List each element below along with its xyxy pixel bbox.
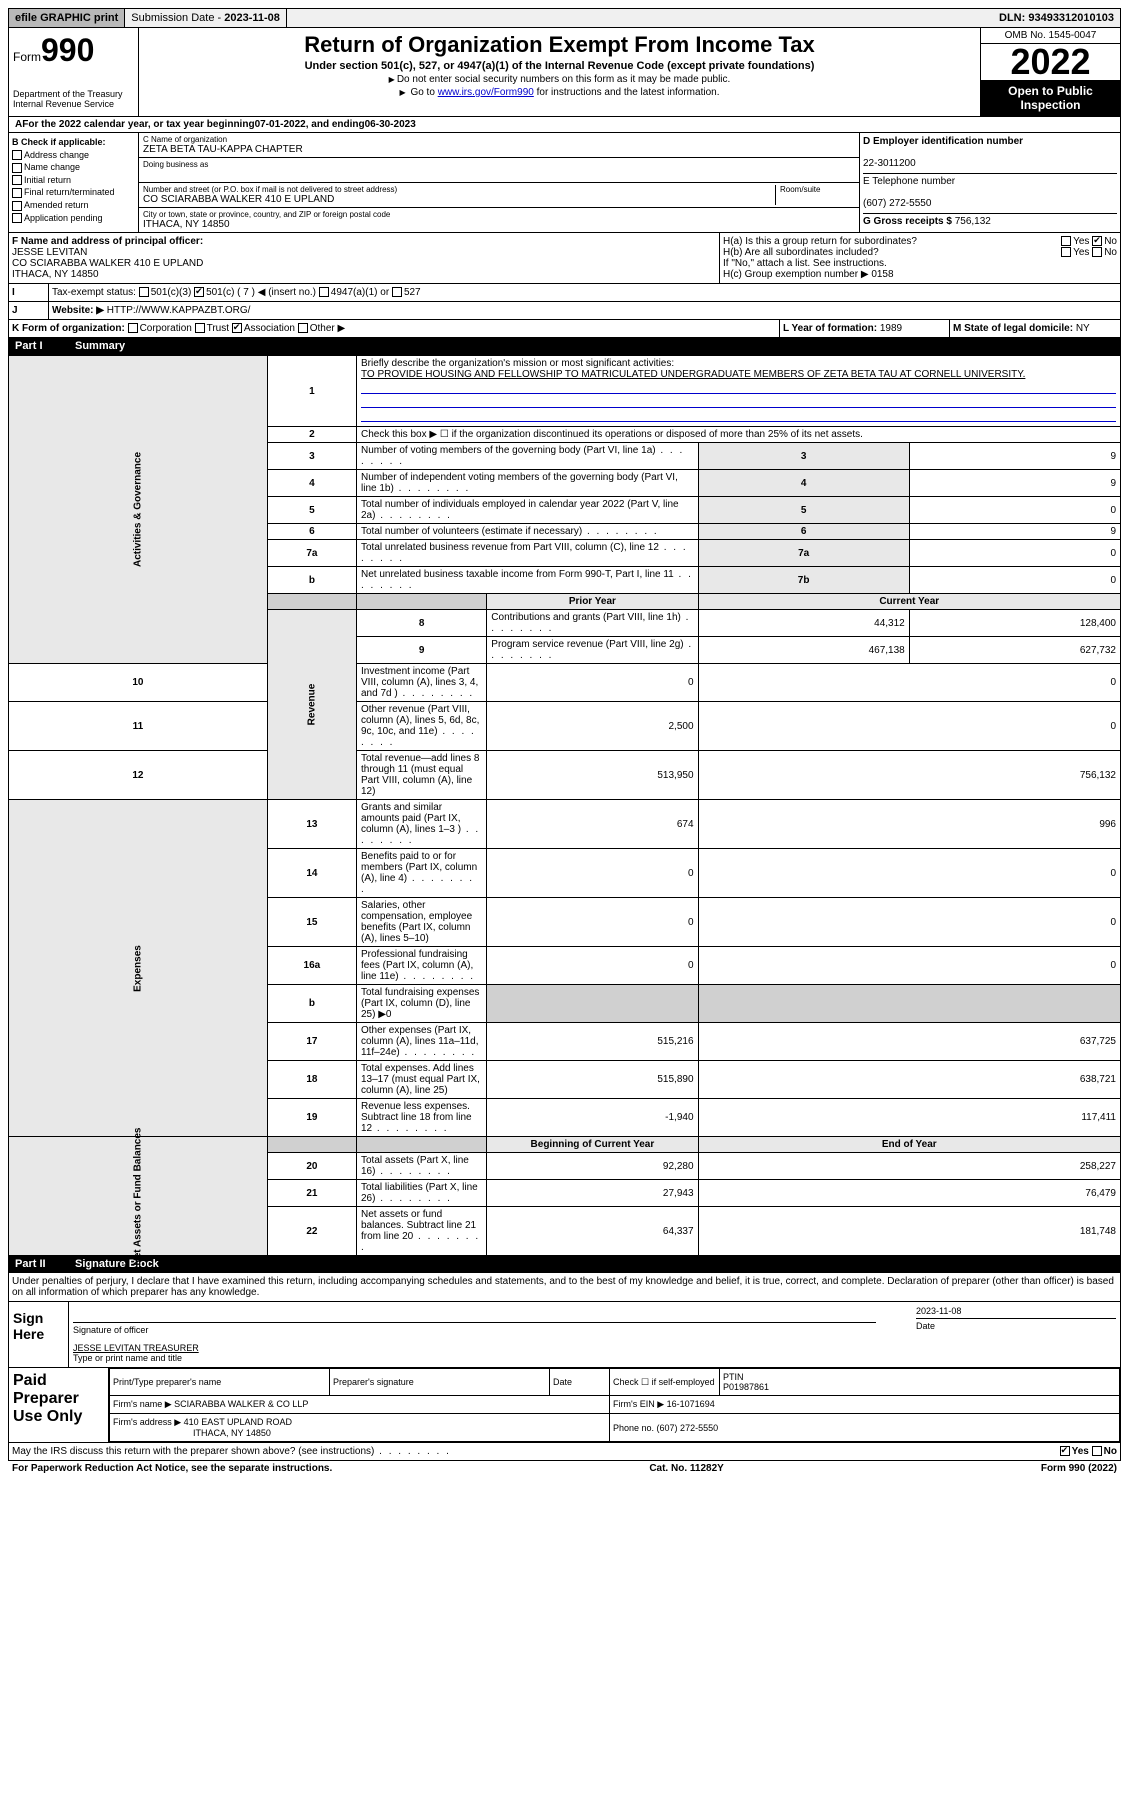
address-change-checkbox[interactable] bbox=[12, 150, 22, 160]
org-corp[interactable] bbox=[128, 323, 138, 333]
form-header: Form990 Department of the Treasury Inter… bbox=[8, 28, 1121, 117]
firm-ein: 16-1071694 bbox=[667, 1399, 715, 1409]
box-b: B Check if applicable: Address change Na… bbox=[9, 133, 139, 232]
status-501c3[interactable] bbox=[139, 287, 149, 297]
discuss-yes[interactable] bbox=[1060, 1446, 1070, 1456]
topbar: efile GRAPHIC print Submission Date - 20… bbox=[8, 8, 1121, 28]
group-return-no[interactable] bbox=[1092, 236, 1102, 246]
firm-name: SCIARABBA WALKER & CO LLP bbox=[174, 1399, 308, 1409]
name-change-checkbox[interactable] bbox=[12, 163, 22, 173]
page-footer: For Paperwork Reduction Act Notice, see … bbox=[8, 1461, 1121, 1476]
tax-exempt-status: Tax-exempt status: 501(c)(3) 501(c) ( 7 … bbox=[49, 284, 1120, 301]
instructions-link: Go to www.irs.gov/Form990 for instructio… bbox=[143, 87, 976, 98]
ein: D Employer identification number22-30112… bbox=[863, 136, 1117, 169]
state-domicile: M State of legal domicile: NY bbox=[950, 320, 1120, 337]
public-inspection: Open to Public Inspection bbox=[981, 80, 1120, 116]
dln: DLN: 93493312010103 bbox=[993, 9, 1120, 27]
officer-name: JESSE LEVITAN TREASURER bbox=[73, 1343, 199, 1353]
tax-year: 2022 bbox=[981, 44, 1120, 80]
amended-return-checkbox[interactable] bbox=[12, 201, 22, 211]
final-return-checkbox[interactable] bbox=[12, 188, 22, 198]
activities-governance-label: Activities & Governance bbox=[132, 385, 143, 635]
form-of-org: K Form of organization: Corporation Trus… bbox=[9, 320, 780, 337]
discuss-no[interactable] bbox=[1092, 1446, 1102, 1456]
initial-return-checkbox[interactable] bbox=[12, 175, 22, 185]
tax-period: A For the 2022 calendar year, or tax yea… bbox=[8, 117, 1121, 133]
group-return-yes[interactable] bbox=[1061, 236, 1071, 246]
box-c: C Name of organizationZETA BETA TAU-KAPP… bbox=[139, 133, 860, 232]
application-pending-checkbox[interactable] bbox=[12, 213, 22, 223]
net-assets-label: Net Assets or Fund Balances bbox=[132, 1071, 143, 1321]
subtitle: Under section 501(c), 527, or 4947(a)(1)… bbox=[143, 60, 976, 72]
year-formation: L Year of formation: 1989 bbox=[780, 320, 950, 337]
status-527[interactable] bbox=[392, 287, 402, 297]
mission-text: TO PROVIDE HOUSING AND FELLOWSHIP TO MAT… bbox=[361, 369, 1025, 380]
firm-address: 410 EAST UPLAND ROAD bbox=[184, 1417, 292, 1427]
org-assoc[interactable] bbox=[232, 323, 242, 333]
website: Website: ▶ HTTP://WWW.KAPPAZBT.ORG/ bbox=[49, 302, 1120, 319]
perjury-declaration: Under penalties of perjury, I declare th… bbox=[8, 1273, 1121, 1302]
dept-treasury: Department of the Treasury Internal Reve… bbox=[13, 89, 134, 109]
firm-phone: (607) 272-5550 bbox=[657, 1423, 719, 1433]
irs-discuss: May the IRS discuss this return with the… bbox=[8, 1443, 1121, 1461]
gross-receipts: G Gross receipts $ 756,132 bbox=[863, 213, 1117, 227]
street-address: CO SCIARABBA WALKER 410 E UPLAND bbox=[143, 194, 334, 205]
part1-header: Part ISummary bbox=[8, 338, 1121, 355]
revenue-label: Revenue bbox=[306, 664, 317, 744]
status-4947[interactable] bbox=[319, 287, 329, 297]
efile-print-button[interactable]: efile GRAPHIC print bbox=[9, 9, 125, 27]
ptin: P01987861 bbox=[723, 1382, 769, 1392]
subordinates-no[interactable] bbox=[1092, 247, 1102, 257]
org-other[interactable] bbox=[298, 323, 308, 333]
summary-table: Activities & Governance 1 Briefly descri… bbox=[8, 355, 1121, 1256]
paid-preparer-block: Paid Preparer Use Only Print/Type prepar… bbox=[8, 1368, 1121, 1443]
expenses-label: Expenses bbox=[132, 843, 143, 1093]
subordinates-yes[interactable] bbox=[1061, 247, 1071, 257]
box-h: H(a) Is this a group return for subordin… bbox=[720, 233, 1120, 283]
city-state-zip: ITHACA, NY 14850 bbox=[143, 219, 230, 230]
form-number: Form990 bbox=[13, 32, 134, 69]
telephone: E Telephone number(607) 272-5550 bbox=[863, 173, 1117, 209]
status-501c[interactable] bbox=[194, 287, 204, 297]
org-trust[interactable] bbox=[195, 323, 205, 333]
submission-date: Submission Date - 2023-11-08 bbox=[125, 9, 287, 27]
org-name: ZETA BETA TAU-KAPPA CHAPTER bbox=[143, 144, 303, 155]
sign-here-block: Sign Here Signature of officer 2023-11-0… bbox=[8, 1302, 1121, 1368]
irs-link[interactable]: www.irs.gov/Form990 bbox=[438, 87, 534, 98]
main-title: Return of Organization Exempt From Incom… bbox=[143, 32, 976, 58]
part2-header: Part IISignature Block bbox=[8, 1256, 1121, 1273]
box-f: F Name and address of principal officer:… bbox=[9, 233, 720, 283]
ssn-note: Do not enter social security numbers on … bbox=[143, 74, 976, 85]
